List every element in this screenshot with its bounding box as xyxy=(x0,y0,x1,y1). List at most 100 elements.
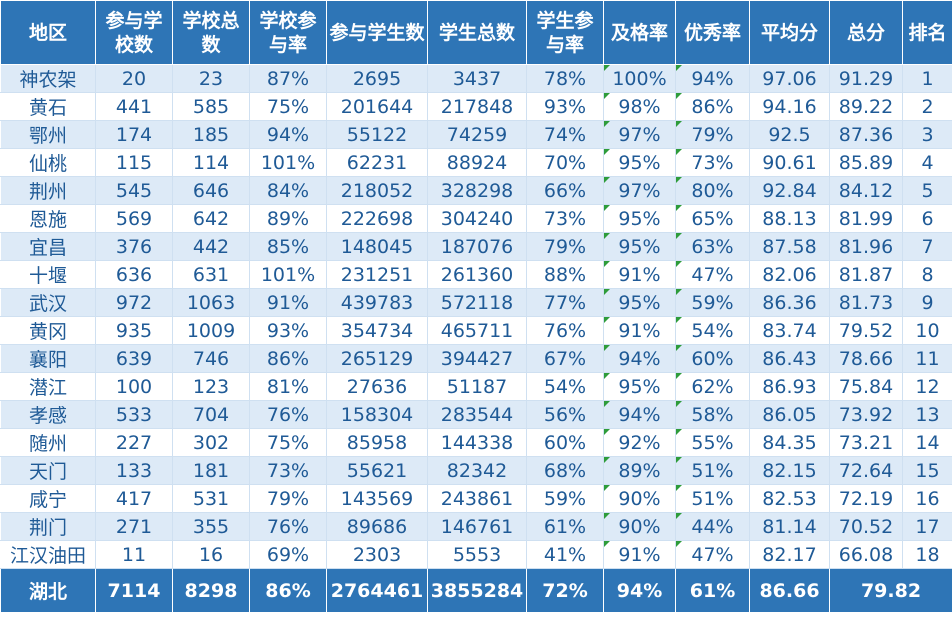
region-cell: 随州 xyxy=(0,428,96,457)
table-cell: 98% xyxy=(603,92,676,121)
table-cell: 7 xyxy=(902,232,952,261)
region-cell: 宜昌 xyxy=(0,232,96,261)
table-cell: 82.15 xyxy=(749,456,830,485)
table-cell: 123 xyxy=(172,372,250,401)
table-cell: 60% xyxy=(675,344,750,373)
table-row: 黄石 441 585 75% 201644 217848 93% 98% 86% 94.16 89.… xyxy=(0,92,952,121)
table-cell: 935 xyxy=(95,316,173,345)
table-cell: 87.58 xyxy=(749,232,830,261)
table-row: 咸宁 417 531 79% 143569 243861 59% 90% 51% 82.53 72.… xyxy=(0,484,952,513)
table-cell: 442 xyxy=(172,232,250,261)
table-cell: 89% xyxy=(603,456,676,485)
table-cell: 572118 xyxy=(427,288,527,317)
table-cell: 146761 xyxy=(427,512,527,541)
region-cell: 黄石 xyxy=(0,92,96,121)
table-row: 宜昌 376 442 85% 148045 187076 79% 95% 63% 87.58 81.… xyxy=(0,232,952,261)
table-cell: 94% xyxy=(603,400,676,429)
table-cell: 63% xyxy=(675,232,750,261)
table-row: 襄阳 639 746 86% 265129 394427 67% 94% 60% 86.43 78.… xyxy=(0,344,952,373)
total-cell: 2764461 xyxy=(326,568,428,613)
total-cell: 湖北 xyxy=(0,568,96,613)
region-cell: 孝感 xyxy=(0,400,96,429)
table-cell: 60% xyxy=(526,428,604,457)
table-cell: 93% xyxy=(526,92,604,121)
table-cell: 1063 xyxy=(172,288,250,317)
table-cell: 143569 xyxy=(326,484,428,513)
table-cell: 89686 xyxy=(326,512,428,541)
table-cell: 23 xyxy=(172,64,250,93)
table-cell: 73% xyxy=(675,148,750,177)
table-cell: 77% xyxy=(526,288,604,317)
table-cell: 82.17 xyxy=(749,540,830,569)
table-cell: 2303 xyxy=(326,540,428,569)
total-cell: 72% xyxy=(526,568,604,613)
table-row: 十堰 636 631 101% 231251 261360 88% 91% 47% 82.06 81… xyxy=(0,260,952,289)
table-cell: 47% xyxy=(675,540,750,569)
table-cell: 533 xyxy=(95,400,173,429)
table-cell: 1 xyxy=(902,64,952,93)
table-cell: 66.08 xyxy=(829,540,903,569)
table-cell: 76% xyxy=(249,512,327,541)
table-cell: 2695 xyxy=(326,64,428,93)
table-cell: 181 xyxy=(172,456,250,485)
table-cell: 91.29 xyxy=(829,64,903,93)
region-cell: 神农架 xyxy=(0,64,96,93)
table-cell: 100 xyxy=(95,372,173,401)
table-cell: 55% xyxy=(675,428,750,457)
table-cell: 88924 xyxy=(427,148,527,177)
table-cell: 87% xyxy=(249,64,327,93)
table-cell: 91% xyxy=(603,316,676,345)
table-cell: 69% xyxy=(249,540,327,569)
table-cell: 545 xyxy=(95,176,173,205)
total-cell: 94% xyxy=(603,568,676,613)
table-cell: 20 xyxy=(95,64,173,93)
table-cell: 148045 xyxy=(326,232,428,261)
region-cell: 鄂州 xyxy=(0,120,96,149)
table-cell: 65% xyxy=(675,204,750,233)
table-cell: 55122 xyxy=(326,120,428,149)
table-cell: 68% xyxy=(526,456,604,485)
table-cell: 86.93 xyxy=(749,372,830,401)
table-cell: 585 xyxy=(172,92,250,121)
table-cell: 81.99 xyxy=(829,204,903,233)
table-cell: 81.73 xyxy=(829,288,903,317)
table-row: 江汉油田 11 16 69% 2303 5553 41% 91% 47% 82.17 66.08 18 xyxy=(0,540,952,569)
table-cell: 81.14 xyxy=(749,512,830,541)
table-cell: 73.21 xyxy=(829,428,903,457)
table-cell: 6 xyxy=(902,204,952,233)
region-cell: 仙桃 xyxy=(0,148,96,177)
table-cell: 11 xyxy=(95,540,173,569)
table-cell: 70% xyxy=(526,148,604,177)
table-cell: 75.84 xyxy=(829,372,903,401)
table-cell: 85958 xyxy=(326,428,428,457)
total-cell: 86.66 xyxy=(749,568,830,613)
table-cell: 646 xyxy=(172,176,250,205)
table-cell: 51187 xyxy=(427,372,527,401)
table-cell: 80% xyxy=(675,176,750,205)
table-cell: 174 xyxy=(95,120,173,149)
region-cell: 十堰 xyxy=(0,260,96,289)
table-cell: 93% xyxy=(249,316,327,345)
header-cell: 学生参与率 xyxy=(526,0,604,65)
table-cell: 84.12 xyxy=(829,176,903,205)
table-cell: 88.13 xyxy=(749,204,830,233)
table-cell: 78.66 xyxy=(829,344,903,373)
header-cell: 学校总数 xyxy=(172,0,250,65)
table-cell: 81% xyxy=(249,372,327,401)
table-cell: 97% xyxy=(603,120,676,149)
table-cell: 133 xyxy=(95,456,173,485)
table-cell: 13 xyxy=(902,400,952,429)
table-cell: 86% xyxy=(675,92,750,121)
table-cell: 115 xyxy=(95,148,173,177)
table-cell: 17 xyxy=(902,512,952,541)
table-cell: 62% xyxy=(675,372,750,401)
table-cell: 94% xyxy=(249,120,327,149)
table-cell: 185 xyxy=(172,120,250,149)
table-cell: 465711 xyxy=(427,316,527,345)
table-cell: 86.43 xyxy=(749,344,830,373)
table-cell: 217848 xyxy=(427,92,527,121)
table-row: 天门 133 181 73% 55621 82342 68% 89% 51% 82.15 72.64… xyxy=(0,456,952,485)
table-cell: 631 xyxy=(172,260,250,289)
table-cell: 72.19 xyxy=(829,484,903,513)
